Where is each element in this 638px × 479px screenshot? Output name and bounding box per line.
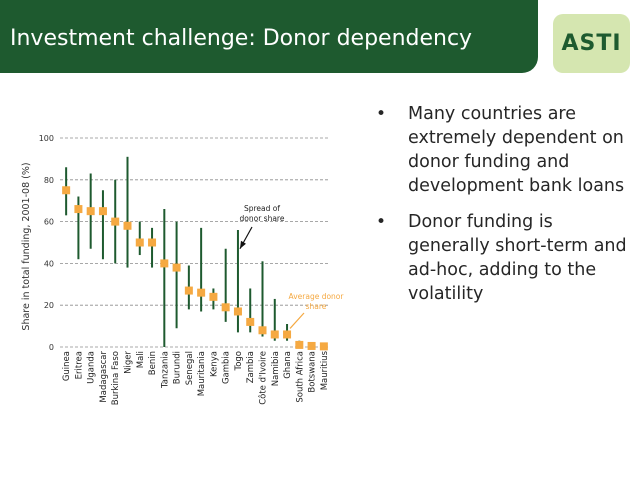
average-marker [184,286,193,295]
x-category-label: Namibia [271,351,281,386]
x-category-label: Mauritius [320,350,330,390]
y-tick-label: 40 [44,259,54,268]
x-category-label: Zambia [246,351,256,383]
bullet-dot-icon: • [376,104,387,124]
average-marker [258,326,267,335]
y-tick-label: 0 [49,343,54,352]
bullet-list: • Many countries are extremely dependent… [370,102,630,318]
average-marker [319,342,328,351]
x-category-label: Mauritania [197,351,207,396]
annotation-spread-line2: donor share [240,214,285,223]
x-category-label: Madagascar [99,351,109,403]
average-marker [233,307,242,316]
average-marker [111,217,120,226]
bullet-item: • Donor funding is generally short-term … [370,210,630,306]
average-marker [160,259,169,268]
x-category-label: Botswana [308,351,318,393]
average-marker [270,330,279,339]
x-category-label: Eritrea [74,351,84,379]
average-marker [295,340,304,349]
x-category-label: Mali [136,351,146,368]
average-marker [123,221,132,230]
x-category-label: Burkina Faso [111,351,121,405]
average-marker [209,292,218,301]
x-category-label: Côte d'Ivoire [258,351,269,405]
average-marker [283,330,292,339]
y-tick-label: 80 [44,176,54,185]
x-category-label: Ghana [283,351,293,379]
x-category-label: Senegal [185,351,195,385]
x-category-label: Tanzania [160,351,170,389]
x-category-label: Burundi [173,351,183,384]
title-bar: Investment challenge: Donor dependency [0,0,538,73]
y-tick-label: 20 [44,301,54,310]
bullet-text: Many countries are extremely dependent o… [408,104,625,196]
average-marker [148,238,157,247]
annotation-average-line2: share [306,302,327,311]
average-marker [197,288,206,297]
x-category-label: South Africa [295,351,305,403]
average-marker [86,207,95,216]
bullet-item: • Many countries are extremely dependent… [370,102,630,198]
y-axis-title: Share in total funding, 2001-08 (%) [21,162,32,330]
x-category-label: Uganda [87,351,97,384]
asti-logo: ASTI [553,14,630,73]
average-marker [221,303,230,312]
y-tick-label: 60 [44,218,54,227]
average-marker [98,207,107,216]
logo-text: ASTI [561,31,622,56]
x-category-label: Gambia [222,351,232,384]
average-marker [74,205,83,214]
x-category-label: Niger [124,350,134,373]
y-tick-label: 100 [39,134,54,143]
annotation-average-arrow [289,312,305,329]
annotation-spread-line1: Spread of [244,204,280,213]
x-category-label: Kenya [209,351,219,377]
x-category-label: Benin [148,351,158,375]
x-category-label: Togo [234,351,244,372]
average-marker [307,341,316,350]
average-marker [172,263,181,272]
average-marker [135,238,144,247]
annotation-average-line1: Average donor [289,292,345,301]
page-title: Investment challenge: Donor dependency [10,26,473,51]
bullet-text: Donor funding is generally short-term an… [408,212,627,304]
average-marker [246,317,255,326]
x-category-label: Guinea [62,351,72,381]
bullet-dot-icon: • [376,212,387,232]
annotation-arrowhead-icon [239,240,246,249]
average-marker [62,186,71,195]
